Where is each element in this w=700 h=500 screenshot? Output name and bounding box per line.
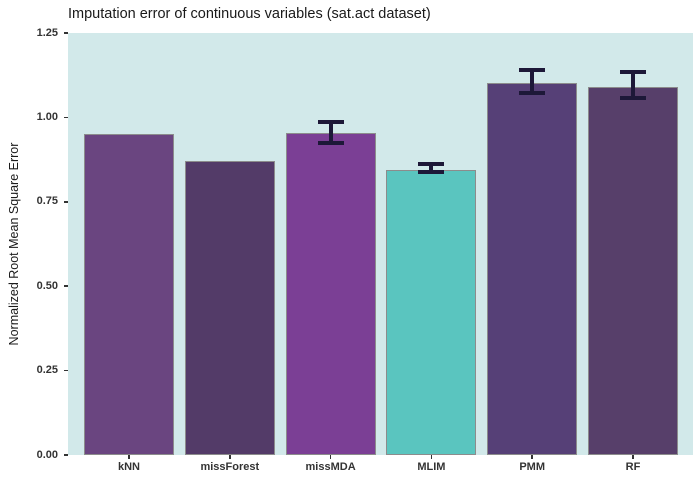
error-bar-stem-RF (631, 72, 635, 99)
y-tick-mark (64, 116, 68, 119)
y-tick-mark (64, 201, 68, 203)
x-tick-mark (229, 455, 231, 459)
error-bar-cap-top-RF (620, 70, 646, 75)
error-bar-stem-missMDA (328, 122, 333, 144)
error-bar-cap-bottom-missMDA (317, 141, 344, 146)
x-tick-label-MLIM: MLIM (417, 461, 446, 473)
error-bar-cap-bottom-MLIM (418, 170, 445, 175)
x-tick-label-RF: RF (625, 461, 641, 473)
x-tick-mark (329, 455, 332, 459)
x-tick-label-missForest: missForest (200, 461, 260, 473)
chart-title: Imputation error of continuous variables… (68, 6, 431, 22)
x-tick-label-kNN: kNN (117, 461, 140, 473)
bar-MLIM (386, 169, 477, 455)
bar-RF (588, 87, 678, 455)
bar-kNN (84, 134, 174, 455)
y-tick-label: 1.25 (36, 26, 58, 39)
y-tick-label: 1.00 (36, 110, 58, 123)
error-bar-stem-PMM (530, 70, 535, 94)
y-tick-label: 0.00 (36, 448, 58, 461)
error-bar-cap-bottom-RF (620, 96, 646, 101)
x-tick-mark (531, 455, 533, 459)
y-axis-title: Normalized Root Mean Square Error (7, 142, 21, 346)
bar-missMDA (285, 133, 376, 455)
plot-panel (68, 33, 693, 455)
x-tick-label-missMDA: missMDA (305, 461, 356, 473)
error-bar-cap-top-PMM (519, 68, 546, 73)
error-bar-stem-MLIM (429, 163, 434, 173)
error-bar-cap-bottom-PMM (519, 91, 546, 96)
error-bar-cap-top-MLIM (418, 161, 445, 166)
y-tick-mark (64, 369, 68, 372)
x-tick-mark (430, 455, 433, 459)
bar-PMM (487, 82, 578, 455)
x-tick-mark (632, 455, 634, 459)
y-tick-mark (64, 32, 68, 34)
x-tick-label-PMM: PMM (519, 461, 546, 473)
bar-missForest (184, 160, 275, 455)
x-tick-mark (128, 455, 130, 459)
y-tick-mark (64, 285, 68, 287)
y-tick-mark (64, 454, 68, 456)
y-tick-label: 0.50 (36, 279, 58, 292)
error-bar-cap-top-missMDA (317, 120, 344, 125)
y-tick-label: 0.25 (36, 364, 58, 377)
y-tick-label: 0.75 (36, 195, 58, 208)
